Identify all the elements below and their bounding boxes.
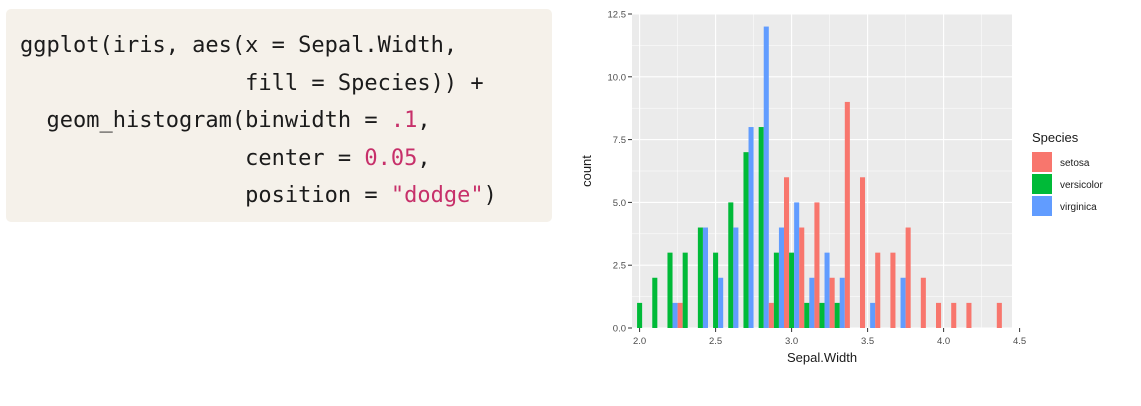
bar-versicolor xyxy=(834,302,840,328)
bar-setosa xyxy=(814,202,820,328)
bar-virginica xyxy=(794,202,800,328)
legend-key-virginica xyxy=(1032,196,1052,216)
code-token: , xyxy=(417,108,431,133)
bar-versicolor xyxy=(819,302,825,328)
code-text: ggplot(iris, aes(x = Sepal.Width, fill =… xyxy=(20,27,497,215)
bar-virginica xyxy=(809,277,815,328)
bar-versicolor xyxy=(773,252,779,328)
y-tick-label: 5.0 xyxy=(613,198,626,209)
chart-svg: 0.02.55.07.510.012.5 2.0 2.5 3.0 3.5 4.0 4.5 … xyxy=(579,10,1103,366)
legend-label-virginica: virginica xyxy=(1060,202,1097,213)
bar-setosa xyxy=(784,177,790,328)
bar-versicolor xyxy=(667,252,673,328)
y-axis-label: count xyxy=(579,155,594,187)
x-tick-label: 4.5 xyxy=(1013,336,1026,347)
bar-virginica xyxy=(748,127,754,328)
bar-setosa xyxy=(905,227,911,328)
legend-key-setosa xyxy=(1032,152,1052,172)
x-axis: 2.0 2.5 3.0 3.5 4.0 4.5 xyxy=(633,328,1026,347)
x-tick-label: 4.0 xyxy=(937,336,950,347)
y-axis: 0.0 2.5 5.0 7.5 10.0 12.5 xyxy=(608,10,632,335)
bar-setosa xyxy=(951,302,957,328)
code-line: geom_histogram(binwidth = .1, xyxy=(20,108,431,133)
bar-versicolor xyxy=(652,277,658,328)
bar-virginica xyxy=(824,252,830,328)
bars xyxy=(637,26,1002,329)
bar-setosa xyxy=(936,302,942,328)
y-tick-label: 7.5 xyxy=(613,135,626,146)
legend-key-versicolor xyxy=(1032,174,1052,194)
bar-setosa xyxy=(875,252,881,328)
code-line: center = 0.05, xyxy=(20,145,431,171)
bar-setosa xyxy=(829,277,835,328)
bar-virginica xyxy=(702,227,708,328)
bar-versicolor xyxy=(713,252,719,328)
x-tick-label: 2.5 xyxy=(709,336,722,347)
y-tick-label: 2.5 xyxy=(613,261,626,272)
bar-setosa xyxy=(890,252,896,328)
bar-virginica xyxy=(733,227,739,328)
bar-setosa xyxy=(844,101,850,328)
y-tick-label: 10.0 xyxy=(608,72,627,83)
code-line: ggplot(iris, aes(x = Sepal.Width, xyxy=(20,33,458,58)
code-string: "dodge" xyxy=(390,183,484,208)
bar-virginica xyxy=(839,277,845,328)
histogram-plot: 0.0 2.5 5.0 7.5 10.0 12.5 2.0 2.5 3.0 3.5 4.0 4.5 … xyxy=(555,0,1141,401)
code-line: position = "dodge") xyxy=(20,183,497,208)
legend-label-versicolor: versicolor xyxy=(1060,180,1103,191)
bar-setosa xyxy=(677,302,683,328)
bar-setosa xyxy=(799,227,805,328)
y-tick-label: 0.0 xyxy=(613,324,626,335)
bar-versicolor xyxy=(789,252,795,328)
code-token: ) xyxy=(483,183,497,208)
x-axis-label: Sepal.Width xyxy=(787,350,857,365)
x-tick-label: 3.5 xyxy=(861,336,874,347)
code-token: geom_histogram(binwidth = xyxy=(20,108,391,133)
bar-virginica xyxy=(900,277,906,328)
bar-setosa xyxy=(966,302,972,328)
code-number: .1 xyxy=(390,108,418,133)
code-token: , xyxy=(417,145,431,171)
bar-versicolor xyxy=(804,302,810,328)
code-line: fill = Species)) + xyxy=(20,70,484,96)
x-tick-label: 3.0 xyxy=(785,336,798,347)
legend: Species setosa versicolor virginica xyxy=(1032,130,1103,216)
bar-virginica xyxy=(778,227,784,328)
x-tick-label: 2.0 xyxy=(633,336,646,347)
bar-versicolor xyxy=(697,227,703,328)
bar-virginica xyxy=(870,302,876,328)
bar-versicolor xyxy=(728,202,734,328)
bar-virginica xyxy=(763,26,769,329)
bar-setosa xyxy=(996,302,1002,328)
code-token: center = xyxy=(20,145,365,171)
legend-label-setosa: setosa xyxy=(1060,158,1090,169)
legend-title: Species xyxy=(1032,130,1079,145)
bar-versicolor xyxy=(682,252,688,328)
code-token: position = xyxy=(20,183,391,208)
code-block: ggplot(iris, aes(x = Sepal.Width, fill =… xyxy=(6,9,552,222)
grid-major xyxy=(632,13,1021,329)
bar-setosa xyxy=(768,302,774,328)
bar-virginica xyxy=(672,302,678,328)
bar-setosa xyxy=(860,177,866,328)
bar-setosa xyxy=(920,277,926,328)
y-tick-label: 12.5 xyxy=(608,10,627,21)
bar-versicolor xyxy=(758,127,764,328)
code-number: 0.05 xyxy=(364,145,418,171)
bar-versicolor xyxy=(637,302,643,328)
bar-virginica xyxy=(718,277,724,328)
bar-versicolor xyxy=(743,152,749,328)
